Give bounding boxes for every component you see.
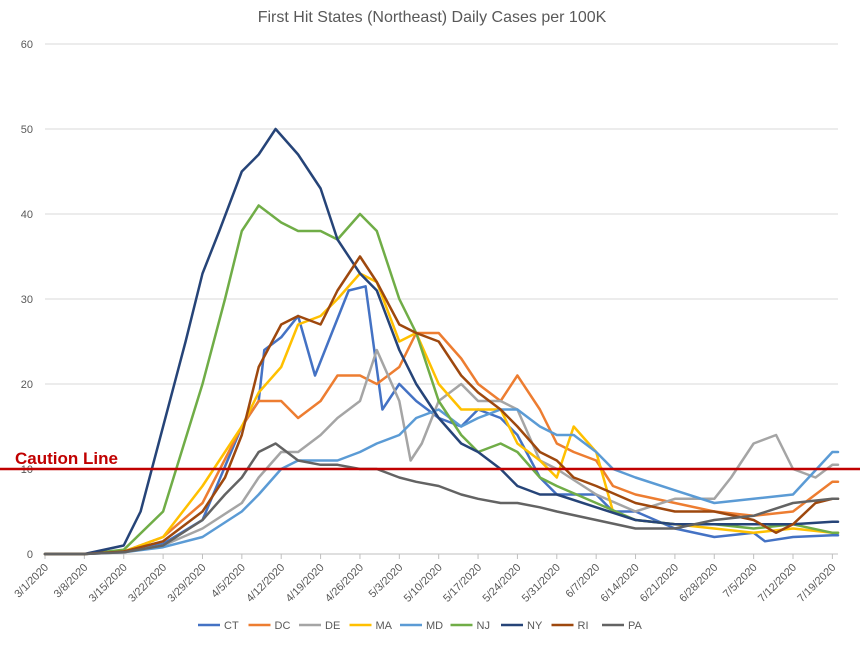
- x-tick-label: 7/19/2020: [795, 562, 838, 605]
- x-tick-label: 6/28/2020: [677, 562, 720, 605]
- x-tick-label: 5/31/2020: [520, 562, 563, 605]
- legend-label-de: DE: [325, 620, 340, 632]
- series-line-md: [43, 408, 840, 556]
- legend-label-ny: NY: [527, 620, 543, 632]
- legend-label-md: MD: [426, 620, 443, 632]
- y-tick-label: 50: [21, 124, 33, 136]
- legend: CT DC DE MA MD NJ NY RI PA: [198, 620, 643, 632]
- y-tick-label: 60: [21, 39, 33, 51]
- x-tick-label: 6/7/2020: [564, 562, 603, 601]
- legend-label-pa: PA: [628, 620, 643, 632]
- x-tick-label: 4/12/2020: [244, 562, 287, 605]
- series-line-pa: [43, 442, 840, 556]
- legend-label-ct: CT: [224, 620, 239, 632]
- series-line-dc: [43, 331, 840, 556]
- series-lines: [43, 127, 840, 556]
- legend-label-ri: RI: [578, 620, 589, 632]
- y-tick-label: 40: [21, 209, 33, 221]
- x-tick-label: 4/5/2020: [209, 562, 248, 601]
- series-line-ri: [43, 255, 840, 556]
- x-tick-label: 5/24/2020: [480, 562, 523, 605]
- x-tick-label: 3/1/2020: [12, 562, 51, 601]
- x-tick-label: 7/12/2020: [756, 562, 799, 605]
- legend-label-ma: MA: [376, 620, 393, 632]
- caution-annotation: Caution Line: [0, 449, 860, 471]
- legend-label-dc: DC: [275, 620, 291, 632]
- x-tick-label: 3/29/2020: [166, 562, 209, 605]
- y-tick-label: 0: [27, 549, 33, 561]
- x-tick-label: 6/21/2020: [638, 562, 681, 605]
- x-tick-label: 5/10/2020: [402, 562, 445, 605]
- y-tick-label: 20: [21, 379, 33, 391]
- x-tick-label: 7/5/2020: [721, 562, 760, 601]
- x-tick-label: 5/17/2020: [441, 562, 484, 605]
- y-tick-label: 30: [21, 294, 33, 306]
- x-tick-label: 3/15/2020: [87, 562, 130, 605]
- caution-line-label: Caution Line: [15, 449, 118, 468]
- x-tick-label: 6/14/2020: [599, 562, 642, 605]
- chart-title: First Hit States (Northeast) Daily Cases…: [258, 9, 607, 26]
- x-tick-label: 4/19/2020: [284, 562, 327, 605]
- series-line-ny: [43, 127, 840, 556]
- x-tick-label: 5/3/2020: [367, 562, 406, 601]
- legend-label-nj: NJ: [477, 620, 490, 632]
- x-tick-label: 3/8/2020: [52, 562, 91, 601]
- x-tick-label: 4/26/2020: [323, 562, 366, 605]
- x-tick-label: 3/22/2020: [126, 562, 169, 605]
